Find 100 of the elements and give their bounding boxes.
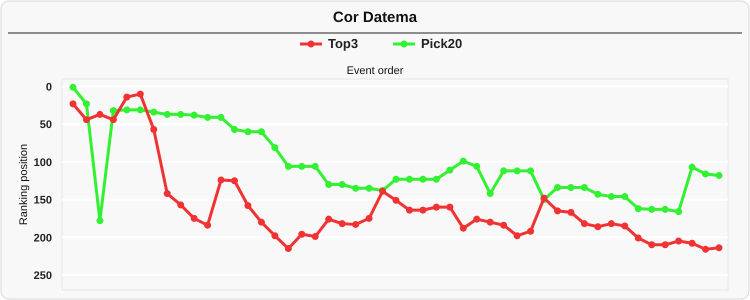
point: [688, 240, 696, 247]
point: [580, 184, 588, 192]
point: [688, 164, 696, 171]
point: [218, 176, 225, 184]
point: [312, 232, 319, 240]
point: [338, 220, 346, 228]
point: [150, 126, 158, 133]
point: [325, 216, 332, 223]
y-tick-label: 150: [34, 194, 52, 207]
point: [594, 190, 602, 198]
point: [325, 181, 332, 188]
point: [446, 204, 454, 211]
point: [218, 114, 225, 121]
y-tick-label: 50: [40, 119, 52, 132]
point: [177, 110, 184, 118]
point: [392, 176, 400, 183]
point: [608, 193, 615, 200]
point: [432, 204, 440, 211]
point: [82, 116, 90, 124]
point: [580, 220, 588, 228]
point: [514, 167, 521, 174]
point: [662, 206, 669, 213]
point: [716, 244, 722, 252]
point: [366, 214, 373, 222]
point: [352, 220, 360, 228]
point: [96, 110, 104, 118]
point: [258, 128, 265, 136]
point: [473, 216, 480, 223]
point: [136, 106, 144, 114]
point: [123, 94, 130, 101]
point: [406, 206, 413, 214]
point: [231, 126, 238, 133]
point: [419, 176, 426, 183]
point: [164, 190, 171, 198]
point: [432, 176, 440, 183]
point: [204, 222, 212, 229]
point: [258, 218, 265, 226]
point: [70, 84, 76, 91]
point: [190, 214, 198, 222]
point: [298, 230, 306, 238]
point: [527, 167, 534, 174]
point: [164, 110, 171, 118]
point: [675, 208, 682, 216]
point: [460, 158, 467, 165]
point: [298, 162, 306, 170]
point: [567, 184, 574, 192]
point: [473, 162, 480, 170]
y-tick-label: 100: [34, 156, 52, 169]
point: [406, 176, 413, 183]
point: [244, 128, 252, 136]
y-tick-label: 200: [34, 232, 52, 244]
point: [486, 218, 494, 226]
point: [554, 184, 561, 192]
point: [608, 220, 615, 228]
legend-label: Pick20: [421, 36, 462, 51]
point: [338, 181, 346, 188]
chart-title: Cor Datema: [332, 9, 418, 26]
point: [419, 206, 426, 214]
point: [204, 114, 212, 121]
point: [190, 112, 198, 119]
point: [366, 184, 373, 192]
point: [82, 100, 90, 108]
point: [123, 106, 130, 114]
point: [312, 162, 319, 170]
point: [352, 184, 360, 192]
point: [96, 217, 104, 224]
point: [594, 223, 602, 230]
point: [70, 100, 76, 108]
point: [150, 108, 158, 116]
point: [648, 206, 656, 213]
point: [662, 241, 669, 248]
point: [177, 201, 184, 208]
point: [514, 232, 521, 240]
point: [500, 222, 508, 229]
point: [702, 170, 710, 178]
point: [460, 224, 467, 232]
point: [486, 190, 494, 198]
point: [284, 162, 292, 170]
point: [136, 90, 144, 98]
point: [634, 205, 642, 212]
point: [675, 238, 682, 245]
y-axis-title: Ranking position: [18, 144, 30, 226]
point: [702, 246, 710, 253]
point: [231, 177, 238, 184]
point: [648, 241, 656, 248]
x-axis-title: Event order: [346, 65, 404, 77]
point: [110, 116, 117, 124]
point: [244, 202, 252, 210]
y-tick-label: 250: [34, 270, 52, 282]
point: [284, 245, 292, 252]
point: [716, 172, 722, 179]
point: [634, 234, 642, 242]
point: [554, 207, 561, 214]
point: [392, 196, 400, 204]
point: [500, 167, 508, 174]
point: [621, 193, 628, 200]
point: [527, 228, 534, 235]
point: [271, 144, 278, 152]
point: [446, 166, 454, 174]
point: [110, 107, 117, 114]
